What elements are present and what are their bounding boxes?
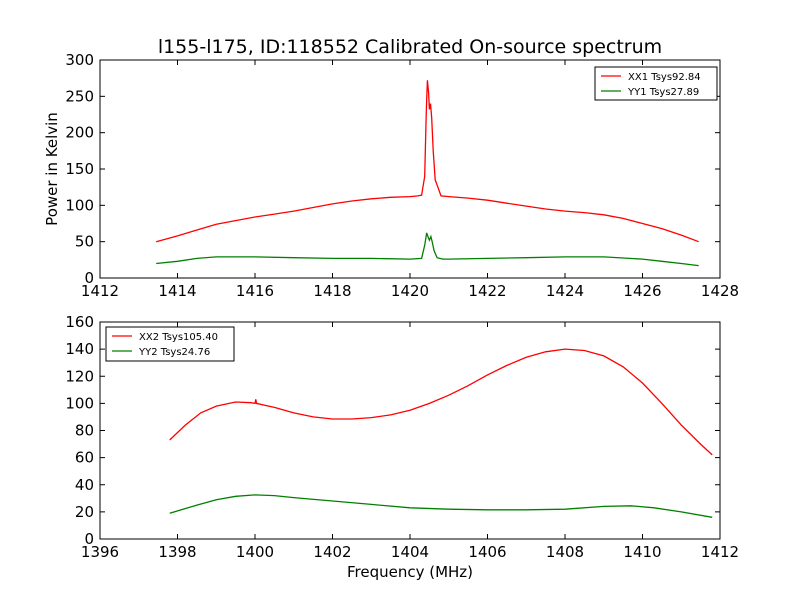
plot2-series-2-line: [169, 494, 713, 518]
plot2-y-tick-label: 160: [65, 313, 94, 331]
plot2-x-tick-label: 1412: [701, 543, 739, 561]
plot1-x-tick-label: 1426: [623, 282, 661, 300]
plot2-x-tick-label: 1400: [236, 543, 274, 561]
plot1-legend-box: [594, 66, 718, 101]
plot2-y-tick-label: 0: [84, 530, 94, 548]
plot2-x-tick-label: 1404: [391, 543, 429, 561]
plot1-x-tick-label: 1412: [81, 282, 119, 300]
plot1-y-tick-label: 200: [65, 124, 94, 142]
plot1-legend-label-1: XX1 Tsys92.84: [628, 72, 701, 83]
plot2-series-1-line: [169, 348, 713, 456]
plot2-y-tick-label: 100: [65, 394, 94, 412]
plot2-y-tick-label: 40: [75, 476, 94, 494]
plot1-series-2-line: [156, 232, 699, 267]
plot1-x-tick-label: 1428: [701, 282, 739, 300]
plot2-x-tick-label: 1408: [546, 543, 584, 561]
plot1-y-tick-label: 150: [65, 160, 94, 178]
plot1-x-tick-label: 1416: [236, 282, 274, 300]
plot2-y-tick-label: 20: [75, 503, 94, 521]
chart-title: l155-l175, ID:118552 Calibrated On-sourc…: [158, 36, 662, 58]
plot1-series-1-line: [156, 80, 699, 243]
plot2-y-tick-label: 60: [75, 449, 94, 467]
plot1-y-tick-label: 300: [65, 51, 94, 69]
plot2-x-tick-label: 1406: [468, 543, 506, 561]
plot1-y-tick-label: 100: [65, 196, 94, 214]
plot2-legend-box: [105, 326, 235, 362]
plot1-y-tick-label: 50: [75, 233, 94, 251]
plot2-legend-label-2: YY2 Tsys24.76: [138, 347, 210, 358]
plot2-legend-label-1: XX2 Tsys105.40: [139, 332, 218, 343]
plot1-x-tick-label: 1418: [313, 282, 351, 300]
plot1-x-tick-label: 1420: [391, 282, 429, 300]
plot1-legend-label-2: YY1 Tsys27.89: [627, 87, 699, 98]
plot1-x-tick-label: 1414: [158, 282, 196, 300]
plot2-y-tick-label: 140: [65, 340, 94, 358]
plot1-x-tick-label: 1422: [468, 282, 506, 300]
plot1-y-tick-label: 0: [84, 269, 94, 287]
y-axis-label: Power in Kelvin: [43, 112, 61, 226]
plot1-x-tick-label: 1424: [546, 282, 584, 300]
plot2-y-tick-label: 80: [75, 422, 94, 440]
x-axis-label: Frequency (MHz): [347, 563, 473, 581]
plot2-x-tick-label: 1410: [623, 543, 661, 561]
plot1-y-tick-label: 250: [65, 87, 94, 105]
plot2-y-tick-label: 120: [65, 367, 94, 385]
plot2-x-tick-label: 1402: [313, 543, 351, 561]
plot2-x-tick-label: 1398: [158, 543, 196, 561]
plot2-x-tick-label: 1396: [81, 543, 119, 561]
